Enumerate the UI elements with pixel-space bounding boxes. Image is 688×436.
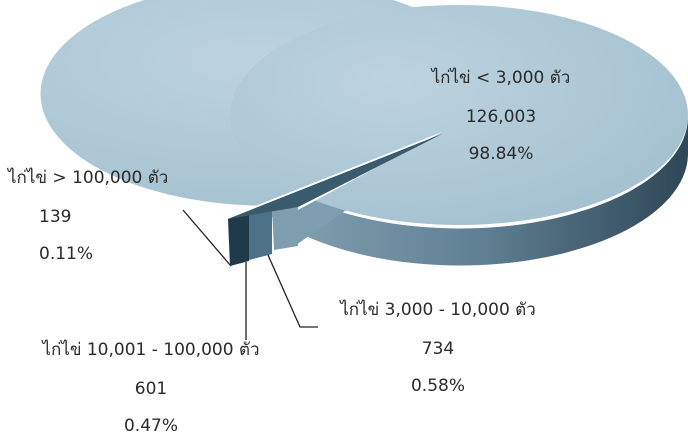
slice-label-1-category: ไก่ไข่ 3,000 - 10,000 ตัว xyxy=(340,300,536,320)
leader-line-3 xyxy=(182,209,232,267)
slice-label-2-category: ไก่ไข่ 10,001 - 100,000 ตัว xyxy=(42,340,260,360)
slice-label-1-percent: 0.58% xyxy=(410,376,465,396)
pie-slice-0-top xyxy=(230,5,688,225)
pie-slice-1 xyxy=(272,134,442,250)
slice-label-0-value: 126,003 xyxy=(465,107,537,127)
slice-label-0-category: ไก่ไข่ < 3,000 ตัว xyxy=(431,68,571,88)
slice-label-2-percent: 0.47% xyxy=(123,416,178,436)
slice-label-3-percent: 0.11% xyxy=(39,244,94,264)
pie-slice-3-edge xyxy=(228,134,442,219)
slice-label-3-category: ไก่ไข่ > 100,000 ตัว xyxy=(8,168,169,188)
slice-label-1: ไก่ไข่ 3,000 - 10,000 ตัว 734 0.58% xyxy=(322,302,554,395)
slice-label-0-percent: 98.84% xyxy=(468,144,534,164)
slice-label-2: ไก่ไข่ 10,001 - 100,000 ตัว 601 0.47% xyxy=(22,342,280,435)
slice-label-3: ไก่ไข่ > 100,000 ตัว 139 0.11% xyxy=(8,170,204,263)
slice-label-1-value: 734 xyxy=(421,339,455,359)
pie-slice-2 xyxy=(248,134,442,260)
slice-label-2-value: 601 xyxy=(134,379,168,399)
pie-slice-side-0 xyxy=(231,115,688,266)
slice-label-3-value: 139 xyxy=(39,207,72,227)
leader-line-1 xyxy=(267,254,318,328)
pie-slice-0-gap xyxy=(230,132,442,216)
slice-label-0: ไก่ไข่ < 3,000 ตัว 126,003 98.84% xyxy=(418,70,584,163)
